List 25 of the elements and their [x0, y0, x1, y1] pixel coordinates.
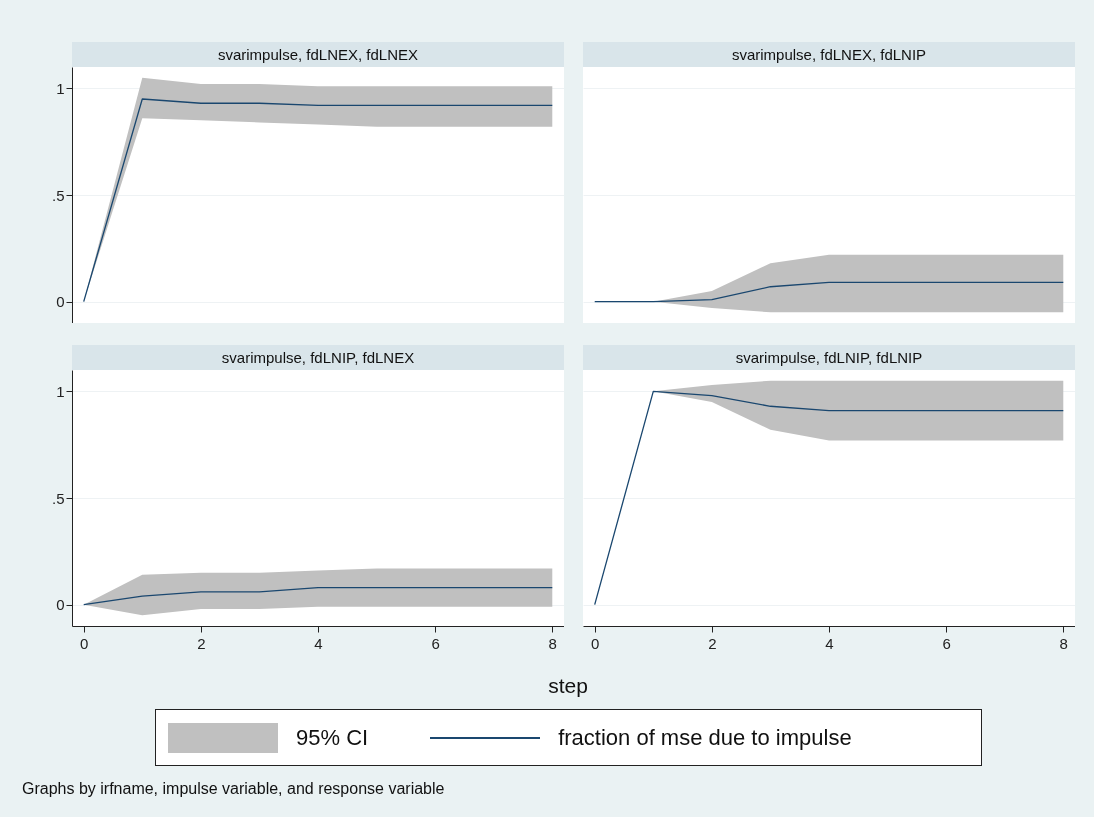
line-series — [83, 586, 553, 606]
chart-title: svarimpulse, fdLNEX, fdLNIP — [583, 42, 1075, 67]
x-tick-label: 4 — [314, 634, 323, 652]
chart-title: svarimpulse, fdLNIP, fdLNEX — [72, 345, 564, 370]
y-tick-label: .5 — [51, 186, 65, 204]
x-tick-label: 4 — [825, 634, 834, 652]
y-tick-label: .5 — [51, 489, 65, 507]
x-axis-title: step — [547, 674, 589, 698]
x-tick-label: 8 — [1059, 634, 1068, 652]
y-tick-label: 1 — [56, 79, 65, 97]
text: 95% CI — [296, 724, 369, 751]
x-tick-label: 6 — [431, 634, 440, 652]
text: Graphs by irfname, impulse variable, and response variable — [22, 780, 445, 798]
chart-title: svarimpulse, fdLNEX, fdLNEX — [72, 42, 564, 67]
chart-title: svarimpulse, fdLNIP, fdLNIP — [583, 345, 1075, 370]
x-tick-label: 6 — [942, 634, 951, 652]
x-tick-label: 0 — [80, 634, 89, 652]
legend-label: fraction of mse due to impulse — [558, 724, 852, 751]
x-tick-label: 8 — [548, 634, 557, 652]
x-tick-label: 0 — [591, 634, 600, 652]
y-tick-label: 0 — [56, 293, 65, 311]
y-tick-label: 0 — [56, 596, 65, 614]
x-tick-label: 2 — [197, 634, 206, 652]
y-tick-label: 1 — [56, 382, 65, 400]
x-tick-label: 2 — [708, 634, 717, 652]
